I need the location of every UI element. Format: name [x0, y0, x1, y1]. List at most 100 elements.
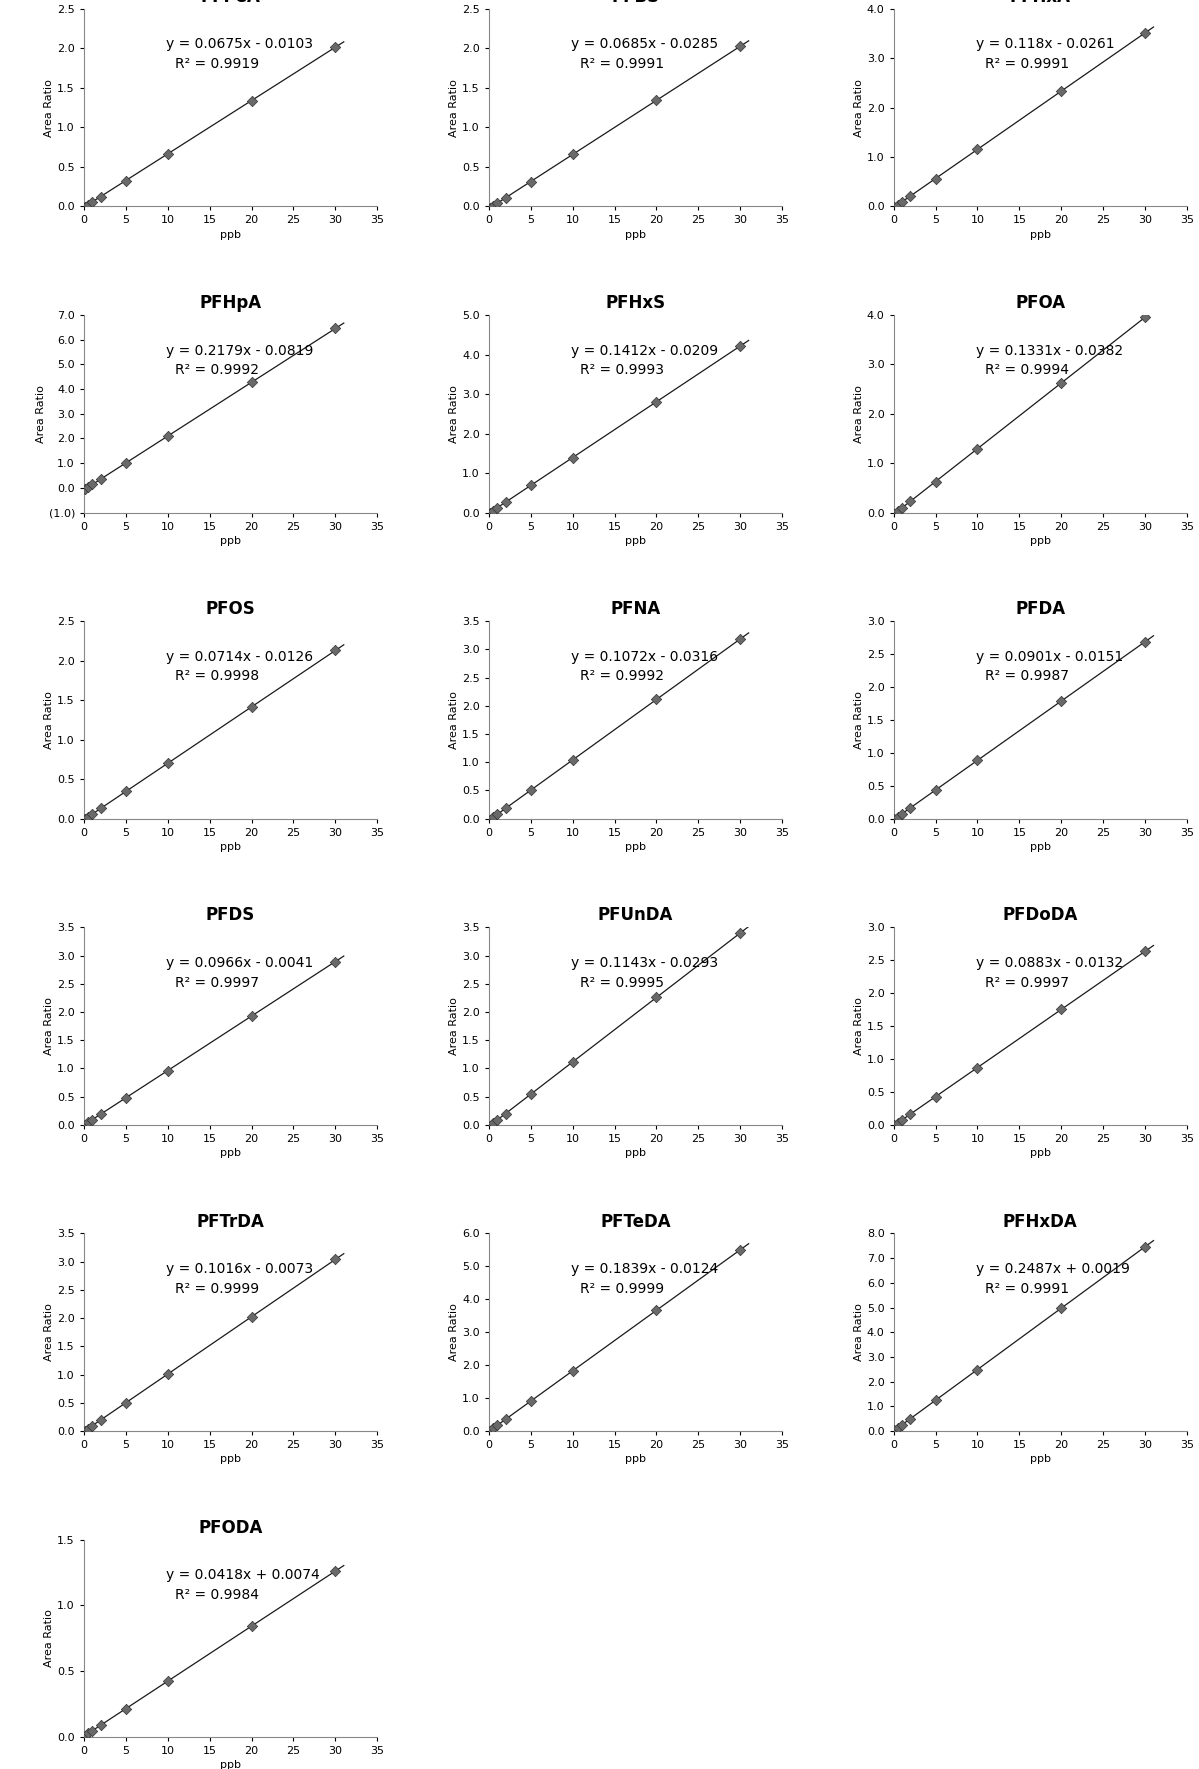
Point	[488, 494, 507, 522]
Point	[83, 1106, 102, 1134]
Text: R² = 0.9995: R² = 0.9995	[580, 976, 664, 989]
X-axis label: ppb: ppb	[1030, 1454, 1050, 1465]
Text: y = 0.0901x - 0.0151: y = 0.0901x - 0.0151	[976, 649, 1123, 663]
Point	[91, 1711, 110, 1739]
Y-axis label: Area Ratio: Area Ratio	[450, 692, 459, 748]
Point	[968, 747, 987, 775]
Text: y = 0.1412x - 0.0209: y = 0.1412x - 0.0209	[571, 343, 718, 357]
X-axis label: ppb: ppb	[1030, 842, 1050, 853]
Point	[968, 134, 987, 163]
Title: PFOA: PFOA	[1016, 294, 1066, 311]
Point	[91, 1100, 110, 1129]
Title: PFBS: PFBS	[611, 0, 659, 5]
X-axis label: ppb: ppb	[221, 842, 241, 853]
Point	[888, 803, 908, 831]
Point	[83, 800, 102, 828]
Title: PFDS: PFDS	[206, 906, 255, 925]
Point	[900, 794, 920, 823]
Point	[78, 1415, 97, 1444]
Point	[158, 748, 177, 777]
Point	[78, 472, 97, 501]
Point	[158, 421, 177, 449]
Point	[116, 1695, 135, 1723]
Y-axis label: Area Ratio: Area Ratio	[44, 1304, 54, 1360]
Text: y = 0.1143x - 0.0293: y = 0.1143x - 0.0293	[571, 955, 718, 969]
Point	[1052, 1293, 1071, 1321]
Point	[522, 777, 541, 805]
Point	[1135, 302, 1155, 331]
Title: PFDoDA: PFDoDA	[1002, 906, 1078, 925]
Text: y = 0.1072x - 0.0316: y = 0.1072x - 0.0316	[571, 649, 718, 663]
Point	[91, 182, 110, 211]
X-axis label: ppb: ppb	[1030, 1148, 1050, 1159]
Point	[242, 1001, 261, 1030]
Point	[480, 195, 499, 223]
Title: PFTeDA: PFTeDA	[601, 1212, 670, 1231]
Y-axis label: Area Ratio: Area Ratio	[44, 692, 54, 748]
X-axis label: ppb: ppb	[1030, 536, 1050, 545]
Title: PFODA: PFODA	[198, 1520, 263, 1537]
Point	[496, 794, 516, 823]
X-axis label: ppb: ppb	[221, 1760, 241, 1769]
Point	[892, 800, 911, 828]
Point	[968, 435, 987, 463]
Y-axis label: Area Ratio: Area Ratio	[854, 692, 864, 748]
Point	[496, 488, 516, 517]
Y-axis label: Area Ratio: Area Ratio	[450, 78, 459, 136]
Point	[83, 471, 102, 499]
Point	[78, 803, 97, 831]
Point	[968, 1053, 987, 1081]
Text: y = 0.2179x - 0.0819: y = 0.2179x - 0.0819	[167, 343, 313, 357]
X-axis label: ppb: ppb	[221, 1454, 241, 1465]
Point	[1052, 686, 1071, 715]
Point	[564, 444, 583, 472]
Point	[968, 1355, 987, 1383]
Point	[730, 918, 749, 946]
Point	[646, 387, 665, 416]
Point	[116, 449, 135, 478]
Point	[480, 805, 499, 833]
Point	[885, 193, 904, 221]
Title: PFPeA: PFPeA	[200, 0, 260, 5]
Title: PFHpA: PFHpA	[199, 294, 261, 311]
Text: R² = 0.9998: R² = 0.9998	[175, 669, 259, 683]
Text: y = 0.118x - 0.0261: y = 0.118x - 0.0261	[976, 37, 1114, 51]
Point	[496, 1100, 516, 1129]
Point	[242, 368, 261, 396]
Point	[483, 1109, 502, 1137]
Point	[885, 1417, 904, 1445]
Point	[483, 803, 502, 831]
Point	[242, 693, 261, 722]
Point	[242, 1612, 261, 1640]
Y-axis label: Area Ratio: Area Ratio	[450, 998, 459, 1054]
Point	[76, 805, 95, 833]
Y-axis label: Area Ratio: Area Ratio	[854, 386, 864, 442]
X-axis label: ppb: ppb	[1030, 230, 1050, 239]
Point	[522, 1387, 541, 1415]
Point	[76, 476, 95, 504]
Point	[76, 1417, 95, 1445]
Point	[900, 486, 920, 515]
Point	[730, 333, 749, 361]
Point	[116, 777, 135, 805]
Point	[158, 1666, 177, 1695]
Point	[496, 184, 516, 212]
Point	[83, 188, 102, 216]
Text: R² = 0.9992: R² = 0.9992	[580, 669, 664, 683]
Point	[564, 1357, 583, 1385]
Point	[91, 794, 110, 823]
Point	[885, 805, 904, 833]
Y-axis label: Area Ratio: Area Ratio	[450, 386, 459, 442]
Text: R² = 0.9991: R² = 0.9991	[580, 57, 664, 71]
Point	[78, 1107, 97, 1136]
Text: R² = 0.9984: R² = 0.9984	[175, 1589, 259, 1603]
Point	[892, 1106, 911, 1134]
Point	[892, 494, 911, 522]
X-axis label: ppb: ppb	[221, 1148, 241, 1159]
Text: y = 0.0883x - 0.0132: y = 0.0883x - 0.0132	[976, 955, 1123, 969]
Point	[522, 168, 541, 196]
Point	[900, 1405, 920, 1433]
Point	[1052, 996, 1071, 1024]
Title: PFDA: PFDA	[1016, 600, 1066, 617]
Point	[1135, 19, 1155, 48]
